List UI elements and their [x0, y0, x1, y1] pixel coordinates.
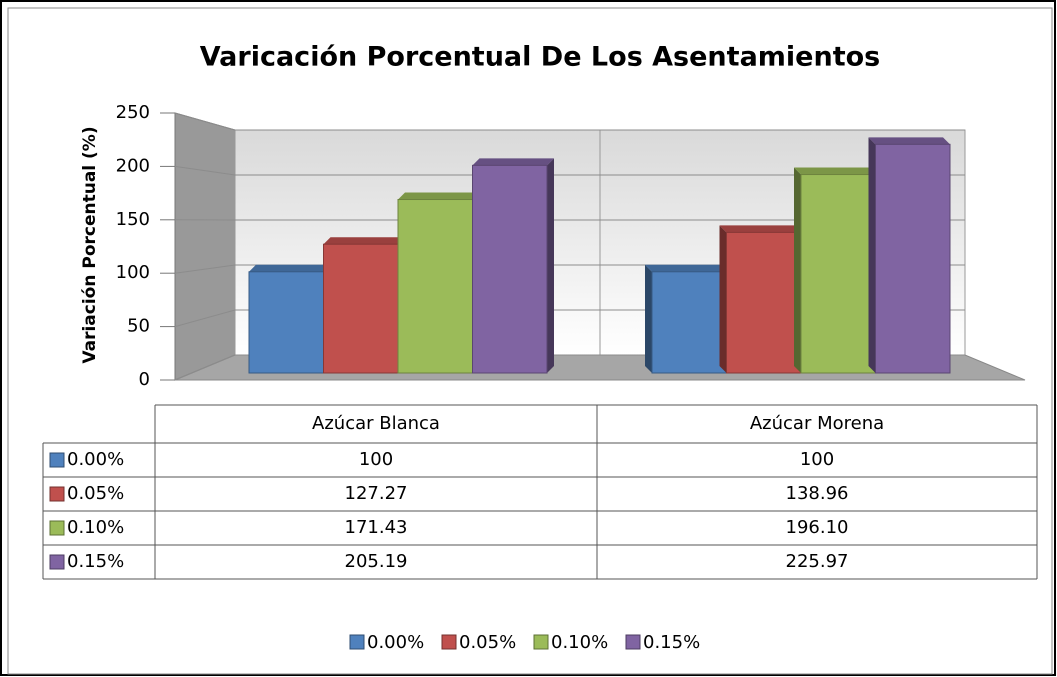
table-row-label: 0.00%	[67, 449, 124, 470]
bar-side	[645, 264, 652, 373]
table-cell: 196.10	[786, 517, 849, 538]
legend-label: 0.05%	[459, 632, 516, 653]
side-wall	[174, 112, 236, 381]
table-row-label: 0.10%	[67, 517, 124, 538]
legend-key	[49, 452, 65, 468]
bar	[248, 271, 324, 374]
y-tick-label: 150	[116, 209, 150, 230]
legend-label: 0.15%	[643, 632, 700, 653]
table-cell: 205.19	[345, 551, 408, 572]
y-axis-label: Variación Porcentual (%)	[80, 126, 100, 363]
table-cell: 127.27	[345, 483, 408, 504]
plot-border	[7, 7, 1053, 675]
y-tick-label: 200	[116, 155, 150, 176]
bar-side	[868, 137, 876, 373]
table-header: Azúcar Blanca	[312, 413, 440, 434]
y-tick-label: 100	[116, 262, 150, 283]
y-tick-label: 0	[139, 369, 150, 390]
table-cell: 138.96	[786, 483, 849, 504]
bar-top	[794, 167, 876, 175]
bar	[875, 143, 951, 374]
chart-title: Varicación Porcentual De Los Asentamient…	[200, 42, 880, 73]
bar	[472, 164, 548, 374]
legend-key	[49, 486, 65, 502]
legend-key	[49, 554, 65, 570]
bar-side	[719, 225, 727, 373]
legend-swatch	[349, 634, 365, 650]
grid-line	[174, 165, 965, 176]
bar-top	[472, 158, 554, 166]
bar-top	[719, 225, 801, 233]
grid-line	[174, 112, 965, 131]
bar-top	[868, 137, 950, 145]
legend-label: 0.10%	[551, 632, 608, 653]
bar	[323, 243, 399, 374]
bar-side	[547, 158, 554, 373]
bar	[397, 199, 473, 374]
table-cell: 100	[359, 449, 393, 470]
legend-key	[49, 520, 65, 536]
table-cell: 100	[800, 449, 834, 470]
table-row-label: 0.15%	[67, 551, 124, 572]
table-cell: 171.43	[345, 517, 408, 538]
legend-swatch	[625, 634, 641, 650]
legend-swatch	[533, 634, 549, 650]
bar	[800, 174, 876, 374]
legend-swatch	[441, 634, 457, 650]
table-header: Azúcar Morena	[750, 413, 884, 434]
table-cell: 225.97	[786, 551, 849, 572]
legend-label: 0.00%	[367, 632, 424, 653]
bar-side	[794, 167, 801, 373]
bar	[726, 231, 802, 374]
table-row-label: 0.05%	[67, 483, 124, 504]
bar	[651, 271, 727, 374]
y-tick-label: 250	[116, 102, 150, 123]
bar-top	[323, 237, 405, 245]
bar-top	[645, 264, 727, 272]
bar-top	[249, 264, 331, 272]
y-tick-label: 50	[127, 316, 150, 337]
bar-top	[398, 192, 480, 200]
